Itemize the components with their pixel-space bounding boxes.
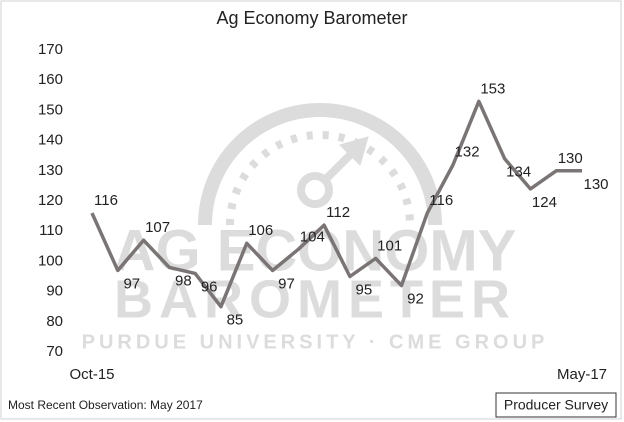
source-box — [495, 392, 617, 418]
watermark-gauge — [198, 103, 442, 226]
y-tick-label: 150 — [38, 101, 63, 118]
y-tick-label: 170 — [38, 41, 63, 58]
x-tick-label: May-17 — [557, 366, 607, 383]
data-label: 95 — [356, 281, 373, 298]
data-label: 153 — [480, 80, 505, 97]
data-label: 112 — [326, 204, 350, 221]
y-tick-label: 120 — [38, 192, 63, 209]
data-label: 85 — [227, 312, 244, 329]
data-label: 132 — [455, 144, 480, 161]
data-label: 130 — [558, 150, 583, 167]
y-tick-label: 160 — [38, 71, 63, 88]
data-label: 96 — [201, 278, 218, 295]
data-label: 104 — [300, 228, 325, 245]
y-tick-label: 140 — [38, 132, 63, 149]
data-label: 97 — [278, 275, 295, 292]
data-label: 106 — [248, 222, 273, 239]
y-tick-label: 130 — [38, 162, 63, 179]
watermark: AG ECONOMY — [114, 218, 517, 283]
data-label: 97 — [123, 275, 140, 292]
source-label: Producer Survey — [504, 397, 608, 413]
watermark: PURDUE UNIVERSITY · CME GROUP — [82, 331, 549, 353]
data-label: 116 — [429, 192, 453, 209]
y-tick-label: 80 — [46, 313, 63, 330]
data-label: 130 — [583, 176, 608, 193]
x-tick-label: Oct-15 — [69, 366, 114, 383]
data-label: 116 — [94, 192, 118, 209]
data-label: 92 — [407, 291, 424, 308]
footnote: Most Recent Observation: May 2017 — [8, 398, 203, 412]
data-label: 124 — [532, 194, 557, 211]
y-tick-label: 90 — [46, 283, 63, 300]
y-tick-label: 70 — [46, 343, 63, 360]
y-tick-label: 110 — [39, 222, 63, 239]
chart-title: Ag Economy Barometer — [216, 8, 407, 28]
data-label: 107 — [145, 219, 170, 236]
data-label: 134 — [506, 164, 531, 181]
series-line — [90, 99, 582, 309]
data-label: 101 — [377, 237, 402, 254]
watermark: BAROMETER — [114, 269, 516, 329]
data-label: 98 — [175, 272, 192, 289]
y-tick-label: 100 — [38, 252, 63, 269]
